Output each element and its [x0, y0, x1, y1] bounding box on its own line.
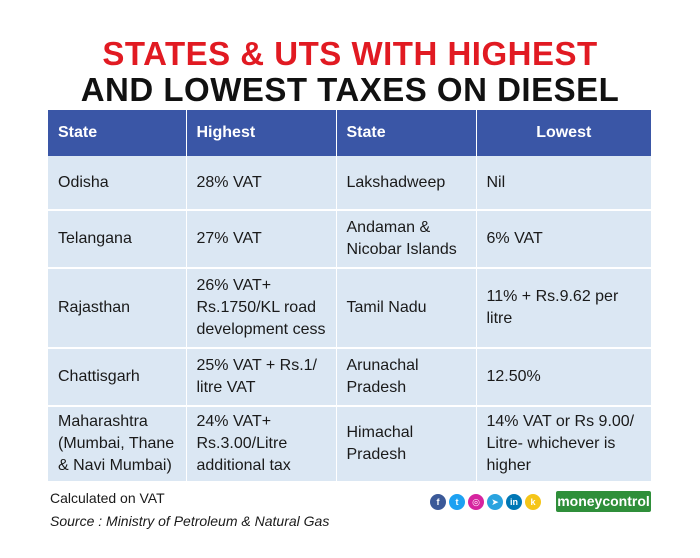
cell-state-lowest: Andaman & Nicobar Islands [336, 210, 477, 269]
header-lowest: Lowest [476, 110, 651, 156]
cell-line: higher [486, 457, 531, 474]
table-row: Rajasthan 26% VAT+ Rs.1750/KL road developm… [48, 268, 651, 349]
instagram-icon[interactable]: ◎ [468, 494, 484, 510]
cell-state-highest: Maharashtra (Mumbai, Thane & Navi Mumbai) [48, 406, 187, 483]
cell-line: Andaman & [346, 219, 431, 236]
cell-line: Pradesh [346, 379, 407, 396]
moneycontrol-logo: moneycontrol [556, 491, 651, 512]
cell-line: Rs.3.00/Litre [196, 435, 288, 452]
title-line-1: STATES & UTS WITH HIGHEST [102, 35, 598, 72]
cell-line: 6% VAT [486, 230, 543, 247]
cell-line: 27% VAT [196, 230, 262, 247]
cell-line: 26% VAT+ [196, 277, 272, 294]
cell-line: additional tax [196, 457, 291, 474]
cell-state-highest: Telangana [48, 210, 187, 269]
cell-line: Telangana [58, 230, 132, 247]
cell-line: (Mumbai, Thane [58, 435, 175, 452]
page-title: STATES & UTS WITH HIGHEST AND LOWEST TAX… [0, 36, 700, 108]
header-highest: Highest [186, 110, 337, 156]
title-line-2: AND LOWEST TAXES ON DIESEL [80, 71, 620, 108]
table-row: Odisha 28% VAT Lakshadweep Nil [48, 156, 651, 211]
cell-lowest-tax: 11% + Rs.9.62 per litre [476, 268, 651, 349]
cell-line: Chattisgarh [58, 368, 140, 385]
cell-line: Nil [486, 173, 506, 191]
source-note: Source : Ministry of Petroleum & Natural… [50, 513, 330, 529]
cell-line: development cess [196, 321, 326, 338]
header-state-lowest: State [336, 110, 477, 156]
cell-state-highest: Chattisgarh [48, 348, 187, 407]
cell-line: Litre- whichever is [486, 435, 616, 452]
koo-icon[interactable]: k [525, 494, 541, 510]
cell-state-highest: Rajasthan [48, 268, 187, 349]
linkedin-icon[interactable]: in [506, 494, 522, 510]
cell-highest-tax: 24% VAT+ Rs.3.00/Litre additional tax [186, 406, 337, 483]
social-icons: f t ◎ ➤ in k [430, 494, 541, 510]
cell-line: litre VAT [196, 379, 256, 396]
cell-line: 28% VAT [196, 173, 262, 191]
cell-lowest-tax: 12.50% [476, 348, 651, 407]
telegram-icon[interactable]: ➤ [487, 494, 503, 510]
cell-state-lowest: Tamil Nadu [336, 268, 477, 349]
cell-line: Pradesh [346, 446, 407, 463]
cell-line: Nicobar Islands [346, 241, 457, 258]
twitter-icon[interactable]: t [449, 494, 465, 510]
cell-line: 12.50% [486, 368, 541, 385]
cell-state-lowest: Himachal Pradesh [336, 406, 477, 483]
cell-highest-tax: 25% VAT + Rs.1/litre VAT [186, 348, 337, 407]
cell-line: Lakshadweep [346, 173, 446, 191]
facebook-icon[interactable]: f [430, 494, 446, 510]
cell-highest-tax: 28% VAT [186, 156, 337, 211]
cell-state-lowest: Lakshadweep [336, 156, 477, 211]
cell-highest-tax: 27% VAT [186, 210, 337, 269]
cell-line: 24% VAT+ [196, 413, 272, 430]
cell-lowest-tax: Nil [476, 156, 651, 211]
cell-line: Maharashtra [58, 413, 148, 430]
cell-lowest-tax: 6% VAT [476, 210, 651, 269]
table-row: Maharashtra (Mumbai, Thane & Navi Mumbai) 2… [48, 406, 651, 483]
cell-lowest-tax: 14% VAT or Rs 9.00/Litre- whichever is hi… [476, 406, 651, 483]
cell-line: Himachal [346, 424, 414, 441]
table-row: Chattisgarh 25% VAT + Rs.1/litre VAT Aruna… [48, 348, 651, 407]
cell-line: Rs.1750/KL road [196, 299, 316, 316]
cell-line: Tamil Nadu [346, 299, 427, 316]
table-row: Telangana 27% VAT Andaman & Nicobar Islands… [48, 210, 651, 269]
cell-line: Arunachal [346, 357, 419, 374]
table-header-row: State Highest State Lowest [48, 110, 651, 156]
cell-line: & Navi Mumbai) [58, 457, 172, 474]
cell-line: 14% VAT or Rs 9.00/ [486, 413, 635, 430]
header-state-highest: State [48, 110, 187, 156]
cell-line: Odisha [58, 173, 109, 191]
cell-line: Rajasthan [58, 299, 131, 316]
cell-state-lowest: Arunachal Pradesh [336, 348, 477, 407]
footnote: Calculated on VAT [50, 490, 165, 506]
cell-state-highest: Odisha [48, 156, 187, 211]
cell-line: 25% VAT + Rs.1/ [196, 357, 318, 374]
cell-highest-tax: 26% VAT+ Rs.1750/KL road development cess [186, 268, 337, 349]
cell-line: 11% + Rs.9.62 per litre [486, 288, 619, 327]
diesel-tax-table: State Highest State Lowest Odisha 28% VAT… [48, 110, 651, 483]
